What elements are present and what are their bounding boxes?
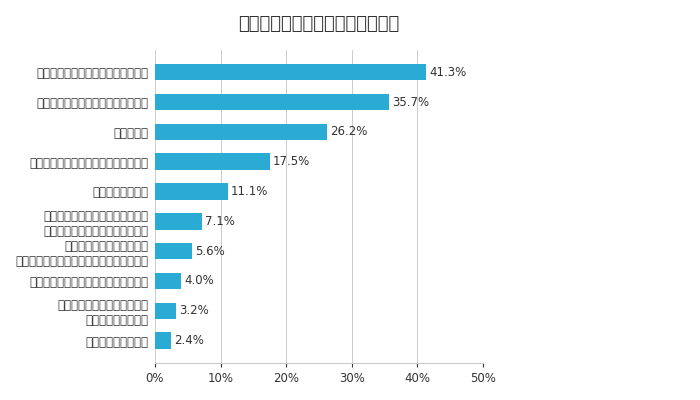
Text: 26.2%: 26.2%: [330, 125, 368, 138]
Text: 3.2%: 3.2%: [179, 304, 209, 317]
Bar: [155, 124, 327, 140]
Bar: [155, 94, 389, 110]
Bar: [155, 183, 228, 200]
Text: 5.6%: 5.6%: [195, 245, 225, 258]
Bar: [155, 154, 270, 170]
Text: 17.5%: 17.5%: [273, 155, 310, 168]
Text: 7.1%: 7.1%: [205, 215, 235, 228]
Bar: [155, 273, 181, 289]
Bar: [155, 64, 426, 80]
Bar: [155, 243, 192, 259]
Bar: [155, 213, 202, 230]
Text: 2.4%: 2.4%: [174, 334, 204, 347]
Bar: [155, 302, 176, 319]
Text: 4.0%: 4.0%: [185, 274, 214, 288]
Bar: [155, 332, 171, 349]
Text: 41.3%: 41.3%: [429, 66, 466, 79]
Title: 慶弔・災害見舞金の満足度の理由: 慶弔・災害見舞金の満足度の理由: [239, 15, 400, 33]
Text: 11.1%: 11.1%: [231, 185, 268, 198]
Text: 35.7%: 35.7%: [393, 96, 430, 108]
